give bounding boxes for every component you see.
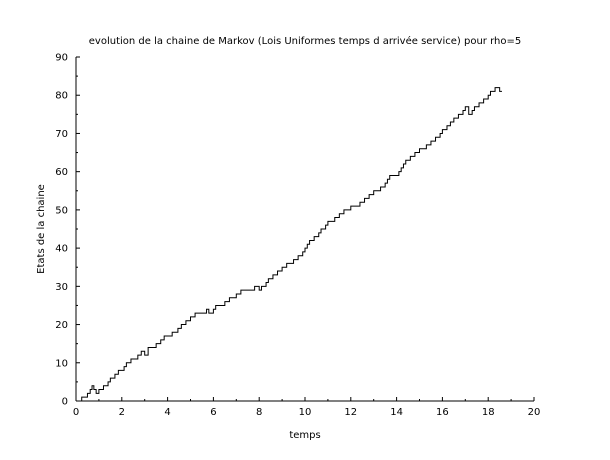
x-tick-label: 12	[344, 407, 357, 418]
y-tick-label: 60	[55, 167, 68, 178]
y-tick-label: 70	[55, 129, 68, 140]
x-tick-label: 18	[482, 407, 495, 418]
y-tick-label: 20	[55, 320, 68, 331]
chart-title: evolution de la chaine de Markov (Lois U…	[89, 35, 521, 47]
y-tick-label: 50	[55, 205, 68, 216]
y-tick-label: 80	[55, 91, 68, 102]
x-tick-label: 20	[528, 407, 541, 418]
x-tick-label: 4	[164, 407, 170, 418]
x-tick-label: 8	[256, 407, 262, 418]
axis-tick-labels: 0 2 4 6 8 10 12 14 16 18 20 0 10 20 30 40 50 60 70 80 90	[55, 53, 540, 419]
y-tick-label: 10	[55, 358, 68, 369]
axis-ticks	[75, 56, 535, 402]
x-tick-label: 16	[436, 407, 449, 418]
y-axis-title: Etats de la chaine	[36, 184, 47, 274]
series-line	[76, 87, 502, 402]
plot-area: 0 2 4 6 8 10 12 14 16 18 20 0 10 20 30 40 50 60 70 80 90	[55, 53, 540, 419]
x-tick-label: 0	[73, 407, 79, 418]
x-tick-label: 2	[119, 407, 125, 418]
y-tick-label: 90	[55, 53, 68, 64]
x-tick-label: 6	[210, 407, 216, 418]
y-tick-label: 40	[55, 244, 68, 255]
y-tick-label: 0	[62, 397, 68, 408]
x-axis-title: temps	[289, 430, 320, 441]
x-tick-label: 10	[299, 407, 312, 418]
x-tick-label: 14	[390, 407, 403, 418]
y-tick-label: 30	[55, 282, 68, 293]
